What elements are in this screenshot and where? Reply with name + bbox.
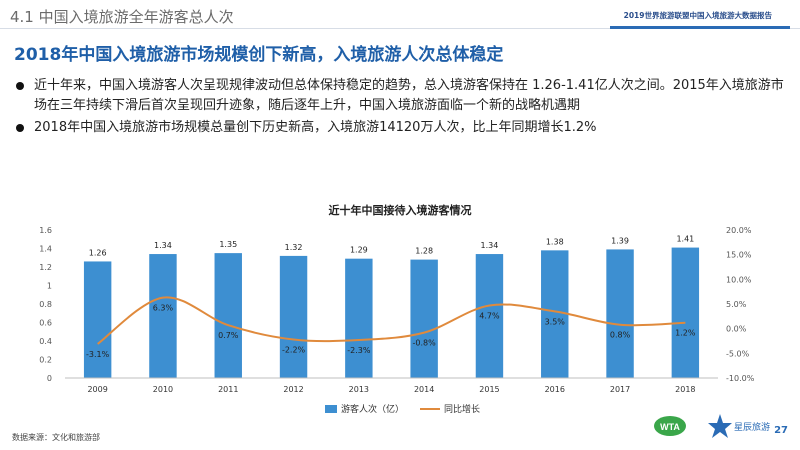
bar <box>606 249 634 378</box>
x-tick-label: 2015 <box>479 385 499 394</box>
bullet-text: 近十年来，中国入境游客人次呈现规律波动但总体保持稳定的趋势，总入境游客保持在 1… <box>34 78 784 113</box>
y-right-tick-label: 5.0% <box>726 300 747 309</box>
bullet-text: 2018年中国入境旅游市场规模总量创下历史新高，入境旅游14120万人次，比上年… <box>34 120 597 135</box>
bullet-list: 近十年来，中国入境游客人次呈现规律波动但总体保持稳定的趋势，总入境游客保持在 1… <box>14 76 784 140</box>
line-value-label: -0.8% <box>413 339 437 348</box>
y-left-tick-label: 1 <box>47 282 52 291</box>
legend-line-label: 同比增长 <box>444 403 480 415</box>
bar-value-label: 1.41 <box>676 235 694 244</box>
legend-bar-label: 游客人次（亿） <box>341 403 404 415</box>
x-tick-label: 2009 <box>87 385 107 394</box>
bar-value-label: 1.39 <box>611 236 629 245</box>
bullet-item: 近十年来，中国入境游客人次呈现规律波动但总体保持稳定的趋势，总入境游客保持在 1… <box>14 76 784 116</box>
y-left-tick-label: 0.6 <box>39 319 52 328</box>
bar-value-label: 1.34 <box>154 241 172 250</box>
bar <box>475 254 504 378</box>
x-tick-label: 2018 <box>675 385 695 394</box>
page-number: 27 <box>774 425 788 436</box>
x-tick-label: 2013 <box>349 385 369 394</box>
growth-line <box>97 296 686 345</box>
y-left-tick-label: 1.6 <box>39 226 52 235</box>
header-divider <box>0 28 800 29</box>
bar-value-label: 1.26 <box>89 248 107 257</box>
bar-value-label: 1.34 <box>481 241 499 250</box>
y-left-tick-label: 1.4 <box>39 245 52 254</box>
line-value-label: 0.8% <box>610 331 631 340</box>
logo2-text: 星辰旅游 <box>734 421 770 433</box>
line-value-label: 3.5% <box>545 317 566 326</box>
line-value-label: 0.7% <box>218 331 239 340</box>
x-tick-label: 2017 <box>610 385 630 394</box>
line-value-label: -3.1% <box>86 350 110 359</box>
combo-chart: 近十年中国接待入境游客情况 0 0.2 0.4 0.6 0.8 1 1.2 1.4 1.6 -10.… <box>39 203 755 415</box>
x-tick-label: 2014 <box>414 385 434 394</box>
line-value-label: -2.3% <box>347 346 371 355</box>
bar <box>671 247 700 378</box>
legend-bar-swatch <box>325 405 337 413</box>
y-left-tick-label: 0.2 <box>39 356 52 365</box>
line-value-label: 6.3% <box>153 304 174 313</box>
header-accent-bar <box>610 26 790 29</box>
y-left-tick-label: 0 <box>47 374 52 383</box>
bullet-dot-icon <box>16 82 24 90</box>
chart-title: 近十年中国接待入境游客情况 <box>329 203 472 217</box>
logo1-text: WTA <box>660 422 680 432</box>
bar-value-label: 1.28 <box>415 247 433 256</box>
bar <box>345 258 373 378</box>
x-tick-label: 2010 <box>153 385 173 394</box>
bullet-item: 2018年中国入境旅游市场规模总量创下历史新高，入境旅游14120万人次，比上年… <box>14 118 784 138</box>
y-left-tick-label: 0.4 <box>39 337 52 346</box>
brand-logo-icon: 星辰旅游 <box>708 414 770 438</box>
y-right-tick-label: 10.0% <box>726 275 752 284</box>
y-right-tick-label: 20.0% <box>726 226 752 235</box>
section-title: 4.1 中国入境旅游全年游客总人次 <box>10 8 234 26</box>
x-tick-label: 2016 <box>545 385 565 394</box>
wta-logo-icon: WTA <box>654 416 686 436</box>
bar <box>410 259 438 378</box>
bar <box>214 253 242 378</box>
y-right-tick-label: -5.0% <box>726 349 750 358</box>
y-left-tick-label: 1.2 <box>39 263 52 272</box>
bar <box>83 261 112 378</box>
report-title: 2019世界旅游联盟中国入境旅游大数据报告 <box>623 11 772 20</box>
bar <box>149 254 177 378</box>
y-right-tick-label: 0.0% <box>726 325 747 334</box>
page-headline: 2018年中国入境旅游市场规模创下新高，入境旅游人次总体稳定 <box>14 45 504 65</box>
bar-value-label: 1.29 <box>350 246 368 255</box>
bullet-dot-icon <box>16 124 24 132</box>
line-value-label: 1.2% <box>675 329 696 338</box>
line-value-label: 4.7% <box>479 311 500 320</box>
y-right-tick-label: 15.0% <box>726 251 752 260</box>
y-right-tick-label: -10.0% <box>726 374 755 383</box>
x-tick-label: 2011 <box>218 385 238 394</box>
bar <box>541 250 569 378</box>
bar-value-label: 1.38 <box>546 237 564 246</box>
bar <box>279 255 308 378</box>
line-value-label: -2.2% <box>282 346 306 355</box>
y-left-tick-label: 0.8 <box>39 300 52 309</box>
data-source: 数据来源：文化和旅游部 <box>12 433 100 442</box>
x-tick-label: 2012 <box>283 385 303 394</box>
bar-value-label: 1.32 <box>285 243 303 252</box>
bar-value-label: 1.35 <box>219 240 237 249</box>
